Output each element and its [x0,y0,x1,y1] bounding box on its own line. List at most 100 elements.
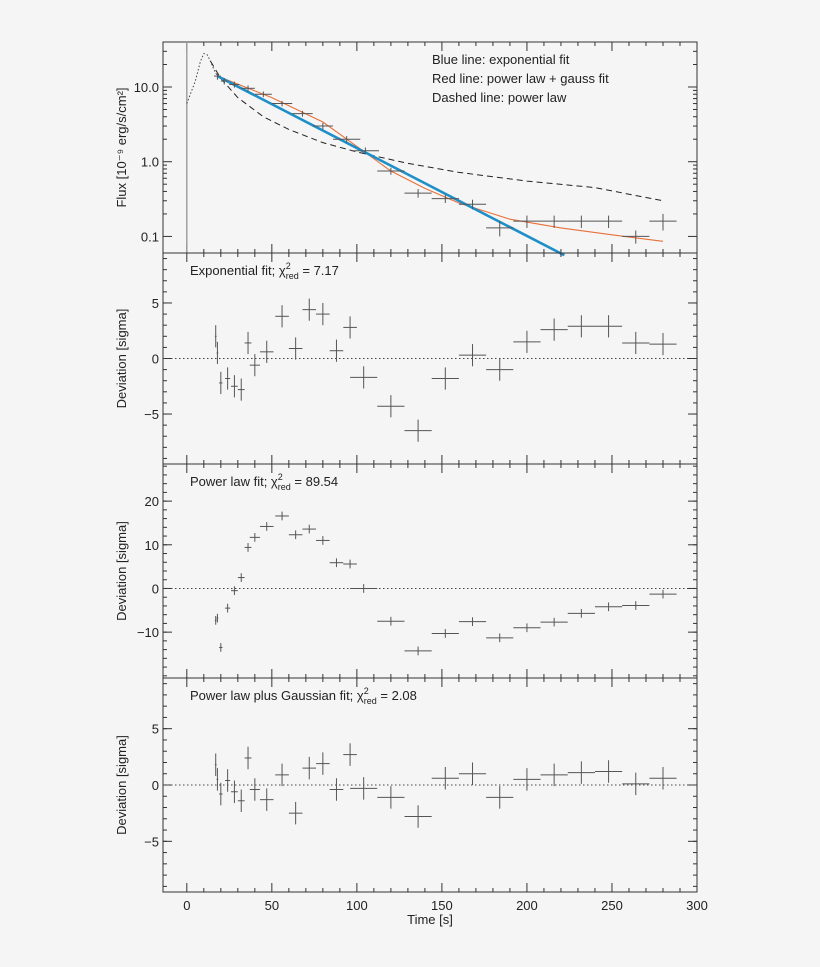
data-point [622,601,650,610]
panel-label: Exponential fit; χ2 red = 7.17 [190,261,339,281]
data-point [292,110,313,117]
data-point [302,756,317,780]
y-tick-label: 5 [152,296,159,311]
x-tick-label: 200 [516,898,538,913]
data-point [377,167,405,175]
data-point [343,316,357,339]
data-point [567,761,595,784]
data-point [271,100,293,107]
data-point [254,91,272,98]
data-point [513,330,541,353]
data-point [486,633,514,643]
data-point [404,805,432,828]
x-axis-label: Time [s] [407,912,453,927]
y-tick-label: 5 [152,722,159,737]
data-point [377,395,405,418]
chi-symbol: χ [357,688,364,703]
data-point [343,559,357,569]
y-axis-label: Flux [10⁻⁹ erg/s/cm²] [114,87,129,207]
data-point [216,613,219,623]
legend-entry: Blue line: exponential fit [432,52,570,67]
y-tick-label: 10 [145,538,159,553]
data-point [594,602,623,612]
plot-frame [162,463,698,679]
data-point [214,72,221,80]
legend-entry: Red line: power law + gauss fit [432,71,609,86]
data-point [214,325,217,348]
data-point [404,419,432,442]
y-tick-label: 0.1 [141,229,159,244]
data-point [329,339,344,362]
data-point [377,616,405,626]
data-point [225,603,231,613]
label-prefix: Exponential fit; [190,263,279,278]
chi-equals: = [377,688,392,703]
data-point [329,778,344,801]
data-point [316,752,330,775]
data-point [244,543,252,552]
data-point [458,199,487,210]
data-point [486,786,514,809]
data-point [594,215,623,228]
data-point [540,763,568,787]
data-point [594,760,623,783]
data-point [244,331,252,355]
label-prefix: Power law fit; [190,474,271,489]
chi-superscript: 2 [364,686,369,696]
data-point [458,617,487,627]
data-point [288,530,303,540]
precursor-curve [186,52,218,104]
data-point [219,371,223,395]
data-point [540,617,568,627]
panel-residual-powerlaw-gauss: −5 0 5 Deviation [sigma] Power law plus Gaus… [114,677,708,927]
chi-subscript: red [364,696,377,706]
power-law-fit-line [210,61,664,202]
data-point [216,341,219,365]
chi-superscript: 2 [278,472,283,482]
data-point [431,194,459,204]
data-point [219,643,223,652]
y-axis-label: Deviation [sigma] [114,521,129,621]
data-point [214,753,217,776]
legend-entry: Dashed line: power law [432,90,567,105]
data-point [316,302,330,326]
data-point [237,573,245,582]
chi-value: 7.17 [314,263,339,278]
x-tick-label: 100 [346,898,368,913]
data-point [567,608,595,618]
data-point [259,522,274,531]
data-point [214,615,217,625]
data-point [249,778,260,801]
label-prefix: Power law plus Gaussian fit; [190,688,357,703]
y-tick-label: 0 [152,352,159,367]
data-point [404,189,432,198]
chi-value: 89.54 [306,474,339,489]
data-point [302,298,317,321]
panel-label: Power law plus Gaussian fit; χ2 red = 2.0… [190,686,417,706]
data-point [219,782,223,806]
x-tick-label: 50 [265,898,279,913]
data-point [567,215,595,228]
x-tick-label: 250 [601,898,623,913]
data-point [431,629,459,638]
data-point [622,331,650,355]
data-point [249,354,260,377]
data-point [567,315,595,338]
chi-equals: = [291,474,306,489]
data-point [333,136,361,143]
data-point [275,763,289,787]
data-point [622,772,650,796]
y-tick-label: −10 [137,625,159,640]
data-point [350,366,378,389]
data-point [377,786,405,809]
data-point [513,768,541,791]
data-point [431,766,459,790]
data-point [259,788,274,811]
data-point [302,524,317,534]
data-point [486,358,514,381]
y-tick-label: 10.0 [134,80,159,95]
data-point [486,221,514,237]
data-point [431,367,459,390]
data-point [350,584,378,593]
